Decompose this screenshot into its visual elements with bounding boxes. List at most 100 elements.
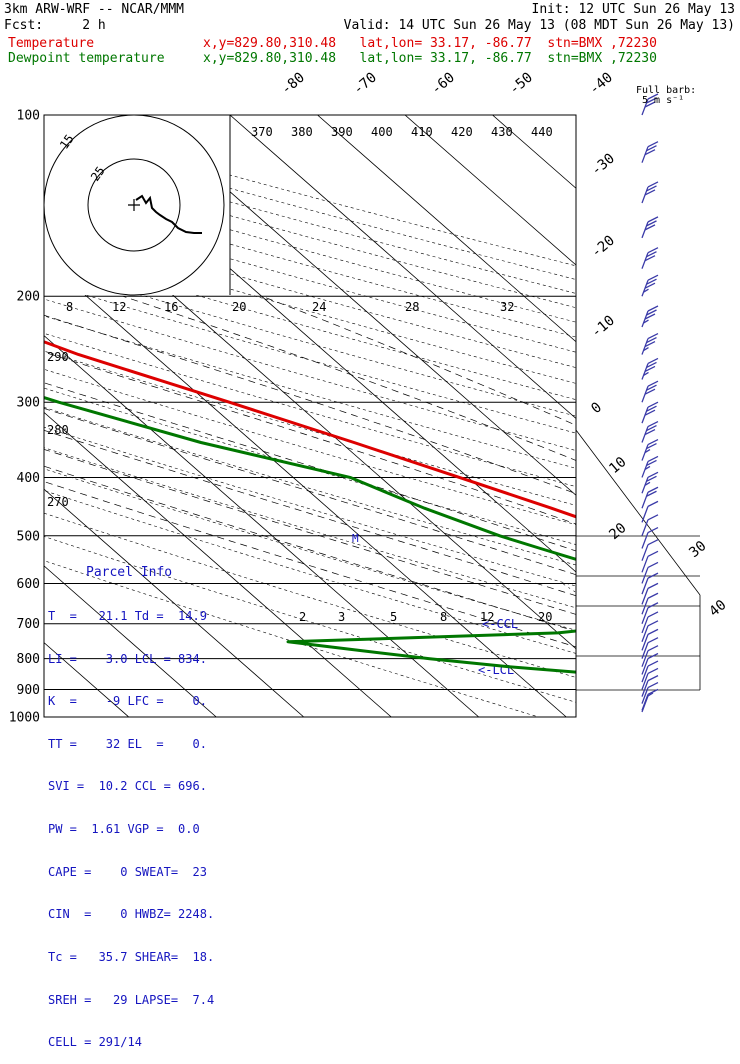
isotherm-label: 10 [606,454,629,477]
mixing-ratio-label: 28 [405,300,419,314]
wind-barb [642,638,658,659]
mixing-ratio-label: 5 [390,610,397,624]
mixing-ratio-label: 12 [112,300,126,314]
wind-column-edge [576,430,700,595]
barb-staff [642,651,648,667]
parcel-row: CIN = 0 HWBZ= 2248. [48,907,248,921]
barb-flag [648,683,658,688]
isotherm-label: 40 [706,597,729,620]
barb-flag [648,661,658,666]
mixing-ratio-label: 20 [538,610,552,624]
mixing-ratio-label: 32 [500,300,514,314]
isotherm-label: -50 [506,70,536,99]
theta-label: 370 [251,125,273,139]
parcel-row: LI = 3.0 LCL = 834. [48,652,248,666]
parcel-row: CELL = 291/14 [48,1035,248,1049]
barb-flag [648,603,658,608]
mixing-ratio-label: 2 [299,610,306,624]
barb-flag [648,668,658,673]
mixing-ratio-label: 24 [312,300,326,314]
barb-flag [648,583,658,588]
wind-barb [642,472,658,493]
isotherm-label: -70 [350,70,380,99]
isotherm-label: 20 [606,520,629,543]
wind-barb [642,182,658,203]
barb-flag [648,629,658,634]
pressure-tick-label: 500 [17,529,40,544]
barb-flag [648,612,658,617]
isotherm-line [493,115,740,717]
isotherm-line [580,115,740,717]
pressure-tick-label: 600 [17,577,40,592]
mixing-ratio-label: 3 [338,610,345,624]
wind-barb [642,456,658,477]
mixing-ratio-line [735,583,740,729]
barb-staff [642,626,648,642]
parcel-row: SREH = 29 LAPSE= 7.4 [48,993,248,1007]
parcel-row: CAPE = 0 SWEAT= 23 [48,865,248,879]
pressure-tick-label: 700 [17,617,40,632]
pressure-tick-label: 800 [17,652,40,667]
isotherm-label: 0 [588,399,605,417]
theta-label: 420 [451,125,473,139]
wind-barb [642,515,658,536]
wind-barb [642,142,658,163]
isotherm-label: -60 [428,70,458,99]
mixing-ratio-label: 20 [232,300,246,314]
barb-staff [642,506,648,522]
isotherm-label: -10 [588,313,618,342]
barb-staff [642,492,648,508]
pressure-tick-label: 900 [17,683,40,698]
parcel-row: SVI = 10.2 CCL = 696. [48,779,248,793]
theta-label: 400 [371,125,393,139]
barb-unit-label: 5 m s⁻¹ [642,95,684,106]
barb-flag [648,501,658,506]
isotherm-line [405,115,740,717]
barb-flag [648,562,658,567]
theta-label: 410 [411,125,433,139]
barb-flag [648,676,658,681]
theta-left-label: 270 [47,495,69,509]
pressure-tick-label: 1000 [9,711,40,726]
parcel-row: Tc = 35.7 SHEAR= 18. [48,950,248,964]
ccl-marker: <-CCL [482,617,518,631]
theta-label: 390 [331,125,353,139]
theta-left-label: 280 [47,423,69,437]
barb-flag [648,551,658,556]
isotherm-line [668,115,740,717]
parcel-info-title: Parcel Info [48,566,248,580]
wind-barb [642,334,658,355]
parcel-row: TT = 32 EL = 0. [48,737,248,751]
theta-left-label: 290 [47,350,69,364]
wind-barb [642,654,658,675]
barb-flag [648,540,658,545]
barb-staff [642,634,648,650]
wind-barb [642,402,658,423]
wind-barb [642,275,658,296]
isotherm-label: 30 [686,538,709,561]
pressure-tick-label: 300 [17,396,40,411]
isotherm-label: -20 [588,233,618,262]
parcel-row: T = 21.1 Td = 14.9 [48,609,248,623]
pressure-tick-label: 200 [17,290,40,305]
wind-barb [642,217,658,238]
barb-flag [648,638,658,643]
parcel-row: K = -9 LFC = 0. [48,694,248,708]
barb-staff [642,659,648,675]
wind-barb [642,358,658,379]
theta-label: 440 [531,125,553,139]
wind-barb [642,422,658,443]
isotherm-label: -30 [588,151,618,180]
wind-barb [642,248,658,269]
barb-flag [648,515,658,520]
theta-label: 430 [491,125,513,139]
parcel-row: PW = 1.61 VGP = 0.0 [48,822,248,836]
barb-flag [648,621,658,626]
mixing-ratio-label: 16 [164,300,178,314]
pressure-tick-label: 400 [17,471,40,486]
barb-staff [642,617,648,633]
parcel-info-panel: Parcel Info T = 21.1 Td = 14.9 LI = 3.0 … [48,538,248,1064]
wind-barb [642,306,658,327]
mixing-ratio-label: 8 [66,300,73,314]
barb-flag [648,646,658,651]
